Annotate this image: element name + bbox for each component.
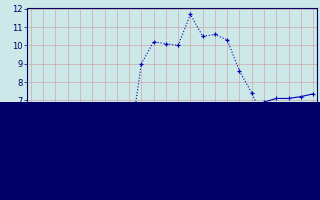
X-axis label: Graphe des températures (°c): Graphe des températures (°c) [90,172,254,182]
